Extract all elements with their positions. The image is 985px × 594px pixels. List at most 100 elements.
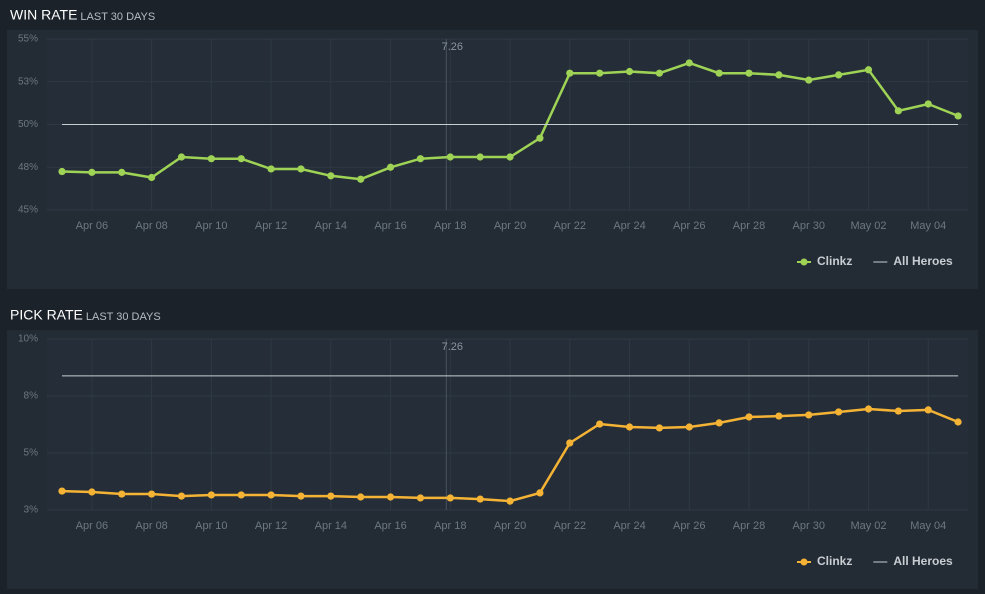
x-tick-label: Apr 28 [733,520,765,532]
x-tick-label: Apr 16 [374,520,406,532]
data-point [596,69,604,77]
x-tick-label: Apr 22 [554,220,586,232]
data-point [177,492,186,500]
data-point [476,495,484,503]
data-point [297,492,305,500]
annotation-label: 7.26 [442,341,463,353]
legend-label: All Heroes [893,554,953,568]
data-point [148,490,156,498]
x-tick-label: Apr 30 [793,220,825,232]
y-tick-label: 50% [18,119,38,130]
data-point [536,134,544,142]
data-point [835,408,843,416]
data-point [596,420,604,428]
legend-label: Clinkz [817,554,852,568]
data-point [237,491,245,499]
legend-swatch-dot [800,258,808,266]
data-point [566,439,574,447]
data-point [506,153,514,161]
y-tick-label: 55% [18,34,38,45]
data-point [715,69,723,77]
data-point [118,490,126,498]
data-point [745,413,753,421]
data-point [88,168,96,176]
data-point [386,163,395,171]
data-point [864,66,873,74]
data-point [715,419,723,427]
x-tick-label: Apr 06 [76,520,108,532]
legend-label: All Heroes [893,254,953,268]
data-point [237,155,245,163]
data-point [745,69,753,77]
x-tick-label: Apr 16 [374,220,406,232]
data-point [267,491,275,499]
data-point [894,107,902,115]
x-tick-label: Apr 28 [733,220,765,232]
data-point [297,165,305,173]
x-tick-label: Apr 26 [673,520,705,532]
data-point [207,155,215,163]
data-point [835,71,843,79]
x-tick-label: Apr 08 [135,220,167,232]
data-point [416,155,425,163]
data-point [954,112,962,120]
data-point [954,418,962,426]
y-tick-label: 45% [18,205,38,216]
chart-subtitle: LAST 30 DAYS [86,311,161,323]
data-point [805,411,813,419]
x-tick-label: Apr 30 [793,520,825,532]
x-tick-label: May 04 [910,220,946,232]
data-point [775,71,783,79]
x-tick-label: Apr 06 [76,220,108,232]
data-point [58,487,66,495]
x-tick-label: Apr 24 [613,220,645,232]
data-point [148,173,156,182]
x-tick-label: Apr 10 [195,220,227,232]
data-point [357,175,365,183]
data-point [566,69,574,77]
data-point [685,423,693,431]
y-tick-label: 5% [24,448,39,459]
data-point [894,407,902,415]
data-point [357,493,365,501]
data-point [805,76,813,84]
y-tick-label: 48% [18,162,38,173]
y-tick-label: 3% [24,505,39,516]
legend-label: Clinkz [817,254,852,268]
data-point [775,412,783,420]
data-point [655,69,664,77]
data-point [58,167,66,176]
chart-subtitle: LAST 30 DAYS [80,11,155,23]
data-point [446,494,454,502]
annotation-label: 7.26 [442,41,463,53]
data-point [327,172,335,180]
data-point [685,59,693,67]
x-tick-label: Apr 08 [135,520,167,532]
data-point [88,488,96,496]
data-point [536,489,544,497]
data-point [416,494,425,502]
x-tick-label: Apr 18 [434,220,466,232]
data-point [118,168,126,176]
x-tick-label: Apr 12 [255,220,287,232]
y-tick-label: 53% [18,76,38,87]
y-tick-label: 8% [24,391,39,402]
x-tick-label: Apr 14 [315,520,347,532]
data-point [446,153,454,161]
data-point [386,493,395,501]
y-tick-label: 10% [18,334,38,345]
data-point [476,153,484,161]
data-point [625,423,634,431]
data-point [207,491,215,499]
data-point [506,497,514,505]
data-point [267,165,275,173]
plot-area [47,339,968,510]
x-tick-label: Apr 12 [255,520,287,532]
x-tick-label: May 02 [850,520,886,532]
x-tick-label: Apr 14 [315,220,347,232]
x-tick-label: Apr 20 [494,520,526,532]
x-tick-label: May 02 [850,220,886,232]
legend-swatch-dot [800,558,808,566]
data-point [177,153,186,161]
